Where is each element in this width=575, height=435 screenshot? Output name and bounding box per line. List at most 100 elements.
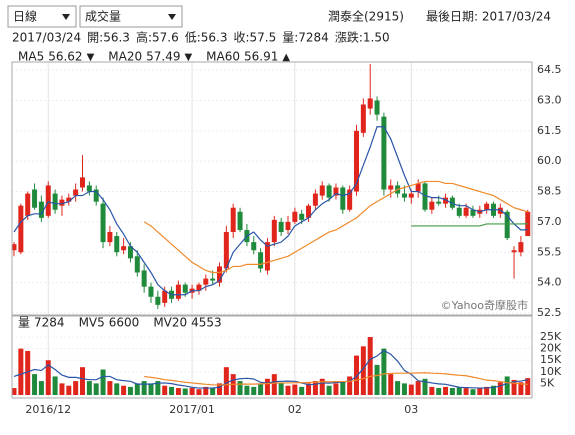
- volume-bar: [18, 348, 24, 395]
- candle-body: [210, 278, 216, 281]
- legend-arrow: ▲: [282, 52, 290, 63]
- quote-item: 開:56.3: [87, 31, 130, 45]
- volume-bar: [525, 378, 531, 395]
- select-text[interactable]: 日線: [13, 9, 37, 24]
- quote-item: 收:57.5: [233, 31, 276, 45]
- candle-body: [374, 100, 380, 115]
- candle-body: [408, 193, 414, 198]
- select-box[interactable]: [79, 5, 183, 28]
- volume-bar: [408, 384, 414, 395]
- candle-body: [340, 187, 346, 210]
- candle-body: [121, 246, 127, 251]
- volume-bar: [422, 378, 428, 395]
- y-tick-label: 25K: [540, 330, 562, 343]
- candle-body: [52, 193, 58, 210]
- legend-value: 56.91: [244, 50, 278, 64]
- quote-item: 量:7284: [282, 31, 329, 45]
- volume-bar: [148, 383, 154, 395]
- volume-bar: [491, 385, 496, 395]
- volume-bar: [32, 374, 38, 395]
- candle-body: [422, 183, 428, 210]
- candle-body: [11, 244, 17, 251]
- volume-bar: [292, 384, 298, 395]
- volume-bar: [443, 386, 449, 395]
- candle-body: [141, 270, 147, 287]
- x-tick-label: 2016/12: [25, 403, 71, 416]
- legend-name: 量: [18, 316, 30, 330]
- volume-bar: [59, 383, 65, 395]
- volume-bar: [182, 388, 188, 395]
- legend-name: MA60: [206, 50, 240, 64]
- candle-body: [251, 242, 257, 251]
- legend-value: 4553: [191, 316, 222, 330]
- volume-bar: [80, 367, 85, 395]
- volume-bar: [100, 369, 106, 395]
- candle-body: [271, 219, 277, 243]
- quote-item: 漲跌:1.50: [335, 30, 390, 45]
- volume-frame: [11, 315, 533, 399]
- volume-bar: [381, 348, 387, 395]
- y-tick-label: 63.0: [537, 93, 562, 106]
- candle-body: [114, 236, 120, 253]
- volume-bar: [477, 388, 483, 395]
- y-tick-label: 61.5: [537, 124, 562, 137]
- volume-bar: [189, 388, 195, 395]
- y-tick-label: 54.0: [537, 276, 562, 289]
- volume-bar: [449, 388, 455, 395]
- candle-body: [86, 185, 92, 192]
- volume-bar: [333, 383, 339, 395]
- x-tick-label: 02: [288, 403, 302, 416]
- select-arrow[interactable]: [168, 14, 176, 20]
- candle-body: [107, 232, 113, 243]
- volume-bar: [497, 382, 503, 395]
- y-tick-label: 52.5: [537, 306, 562, 319]
- candle-body: [360, 104, 366, 133]
- indicator-select[interactable]: 成交量: [79, 5, 183, 28]
- candle-body: [354, 130, 359, 192]
- volume-bar: [436, 388, 442, 395]
- candle-body: [497, 207, 503, 214]
- volume-bar: [66, 385, 72, 395]
- legend-value: 57.49: [146, 50, 180, 64]
- volume-bar: [271, 374, 277, 395]
- ma-line: [144, 372, 528, 386]
- stock-name: 潤泰全(2915): [328, 9, 404, 24]
- legend-value: 56.62: [48, 50, 82, 64]
- candle-body: [237, 211, 243, 230]
- ma-line: [13, 126, 528, 296]
- volume-bar: [107, 381, 113, 395]
- volume-bar: [237, 381, 243, 395]
- legend-arrow: ▼: [87, 52, 95, 63]
- candle-body: [148, 286, 154, 297]
- y-tick-label: 60.0: [537, 154, 562, 167]
- volume-bar: [73, 381, 79, 395]
- x-tick-label: 03: [404, 403, 418, 416]
- y-tick-label: 5K: [540, 376, 555, 389]
- volume-bar: [456, 386, 462, 395]
- select-text[interactable]: 成交量: [85, 9, 121, 24]
- volume-bar: [38, 381, 44, 395]
- ma-line: [411, 223, 528, 227]
- volume-bar: [121, 385, 127, 395]
- volume-bar: [511, 379, 517, 395]
- candle-body: [80, 177, 85, 188]
- volume-bar: [264, 378, 270, 395]
- candle-body: [299, 213, 305, 220]
- volume-bar: [395, 381, 401, 395]
- candle-body: [429, 201, 435, 210]
- volume-bar: [285, 385, 291, 395]
- select-box[interactable]: [7, 5, 77, 28]
- volume-bar: [11, 388, 17, 395]
- volume-bar: [429, 386, 435, 395]
- legend-name: MA5: [18, 50, 44, 64]
- legend-name: MV5: [79, 316, 105, 330]
- volume-bar: [360, 346, 366, 395]
- volume-bar: [258, 383, 264, 395]
- volume-bar: [388, 374, 394, 395]
- select-arrow[interactable]: [62, 14, 70, 20]
- period-select[interactable]: 日線: [7, 5, 77, 28]
- candle-body: [175, 284, 181, 299]
- volume-bar: [223, 367, 229, 395]
- last-date: 最後日期: 2017/03/24: [426, 10, 551, 24]
